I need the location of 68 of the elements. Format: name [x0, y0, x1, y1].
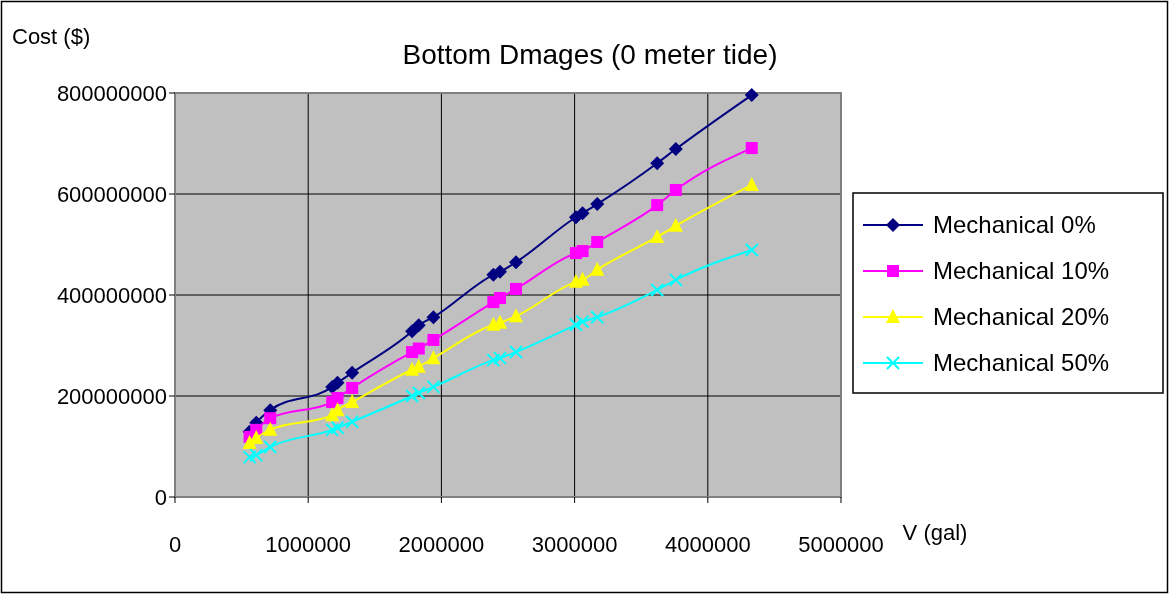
- point: [590, 261, 605, 276]
- y-tick-label: 0: [154, 484, 167, 510]
- point: [249, 448, 264, 463]
- point: [330, 375, 345, 390]
- y-tick-label: 400000000: [56, 282, 167, 308]
- y-tick-label: 800000000: [56, 80, 167, 106]
- point: [508, 345, 523, 360]
- x-axis-title: V (gal): [902, 520, 968, 545]
- point: [426, 310, 441, 325]
- point: [493, 351, 508, 366]
- point: [426, 350, 441, 365]
- point: [651, 199, 664, 212]
- x-tick-label: 2000000: [398, 532, 485, 557]
- point: [325, 422, 340, 437]
- point: [668, 217, 683, 232]
- point: [493, 264, 508, 279]
- point: [590, 310, 605, 325]
- point: [744, 88, 759, 103]
- point: [590, 197, 605, 212]
- point: [345, 414, 360, 429]
- legend-label: Mechanical 50%: [933, 349, 1110, 377]
- y-tick-label: 600000000: [56, 181, 167, 207]
- point: [346, 381, 359, 394]
- point: [263, 440, 278, 455]
- point: [575, 314, 590, 329]
- x-tick-label: 5000000: [798, 532, 884, 557]
- point: [264, 412, 277, 425]
- y-axis-title: Cost ($): [12, 24, 91, 49]
- x-tick-label: 1000000: [265, 532, 352, 557]
- point: [568, 317, 583, 332]
- point: [411, 318, 426, 333]
- point: [330, 420, 345, 435]
- x-tick-label: 4000000: [664, 532, 751, 557]
- point: [591, 235, 604, 248]
- legend-label: Mechanical 10%: [933, 257, 1110, 285]
- point: [486, 353, 501, 368]
- y-tick-label: 200000000: [56, 383, 167, 409]
- point: [263, 421, 278, 436]
- point: [508, 308, 523, 323]
- point: [576, 245, 589, 258]
- point: [508, 255, 523, 270]
- point: [744, 176, 759, 191]
- point: [668, 142, 683, 157]
- point: [405, 389, 420, 403]
- point: [426, 379, 441, 394]
- point: [494, 292, 507, 305]
- point: [249, 429, 264, 444]
- point: [745, 142, 758, 155]
- legend-label: Mechanical 20%: [933, 303, 1110, 331]
- point: [345, 365, 360, 380]
- point: [650, 282, 665, 297]
- point: [412, 342, 425, 355]
- point: [331, 392, 344, 405]
- point: [575, 206, 590, 221]
- point: [411, 385, 426, 400]
- point: [242, 450, 257, 465]
- point: [405, 324, 420, 339]
- point: [650, 156, 665, 171]
- chart-title: Bottom Dmages (0 meter tide): [402, 39, 778, 70]
- legend-label: Mechanical 0%: [933, 211, 1096, 239]
- point: [744, 243, 759, 258]
- point: [509, 282, 522, 295]
- point: [427, 333, 440, 346]
- point: [345, 394, 360, 409]
- point: [669, 183, 682, 196]
- x-tick-label: 3000000: [531, 532, 618, 557]
- point: [650, 228, 665, 243]
- point: [668, 272, 683, 287]
